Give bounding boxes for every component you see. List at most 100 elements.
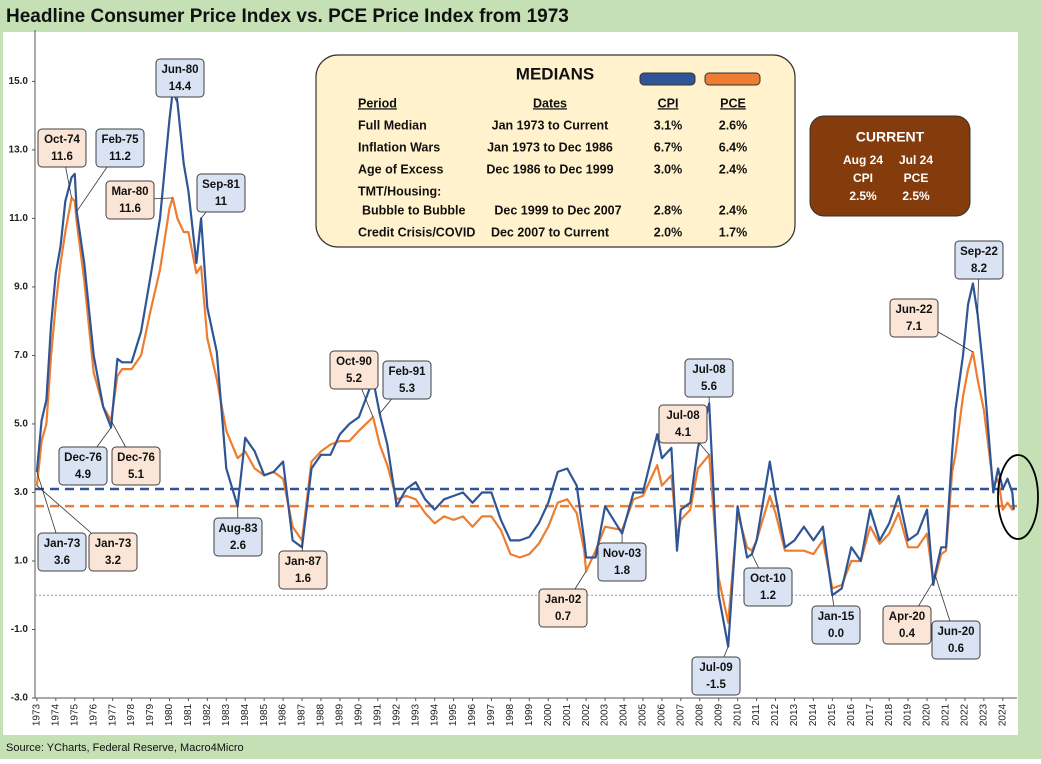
x-tick-label: 1979 bbox=[145, 703, 156, 726]
x-tick-label: 1973 bbox=[32, 703, 43, 726]
x-tick-label: 1992 bbox=[391, 703, 402, 726]
y-tick-label: 1.0 bbox=[14, 556, 28, 567]
x-tick-label: 2013 bbox=[789, 703, 800, 726]
x-tick-label: 1995 bbox=[448, 703, 459, 726]
x-tick-label: 1985 bbox=[259, 703, 270, 726]
current-period: Aug 24 bbox=[843, 153, 883, 167]
medians-title: MEDIANS bbox=[516, 64, 594, 83]
current-value: 2.5% bbox=[849, 189, 877, 203]
annotation-value: 4.9 bbox=[75, 469, 91, 481]
current-name: CPI bbox=[853, 171, 873, 185]
medians-cell: 1.7% bbox=[719, 225, 748, 239]
x-tick-label: 1998 bbox=[505, 703, 516, 726]
annotation-value: 2.6 bbox=[230, 540, 246, 552]
chart-title: Headline Consumer Price Index vs. PCE Pr… bbox=[6, 6, 569, 27]
annotation-value: 3.2 bbox=[105, 555, 121, 567]
annotation-date: Oct-90 bbox=[336, 356, 372, 368]
medians-cell: 2.8% bbox=[654, 203, 683, 217]
x-tick-label: 2009 bbox=[713, 703, 724, 726]
y-tick-label: 5.0 bbox=[14, 419, 28, 430]
medians-header: CPI bbox=[658, 96, 679, 110]
y-tick-label: 15.0 bbox=[9, 76, 29, 87]
x-tick-label: 1987 bbox=[297, 703, 308, 726]
x-tick-label: 2008 bbox=[694, 703, 705, 726]
annotation-date: Oct-74 bbox=[44, 134, 80, 146]
x-tick-label: 2017 bbox=[865, 703, 876, 726]
annotation-value: 0.4 bbox=[899, 628, 916, 640]
annotation-date: Feb-75 bbox=[101, 134, 139, 146]
y-tick-label: 9.0 bbox=[14, 282, 28, 293]
medians-header: Period bbox=[358, 96, 397, 110]
source: Source: YCharts, Federal Reserve, Macro4… bbox=[6, 742, 244, 754]
x-tick-label: 1988 bbox=[316, 703, 327, 726]
x-tick-label: 1976 bbox=[88, 703, 99, 726]
x-tick-label: 1980 bbox=[164, 703, 175, 726]
annotation-date: Sep-81 bbox=[202, 179, 240, 191]
annotation-date: Nov-03 bbox=[603, 548, 641, 560]
annotation-value: 5.3 bbox=[399, 383, 415, 395]
annotation-date: Sep-22 bbox=[960, 246, 998, 258]
x-tick-label: 2011 bbox=[751, 704, 762, 726]
x-tick-label: 1999 bbox=[524, 703, 535, 726]
x-tick-label: 1977 bbox=[107, 703, 118, 726]
x-tick-label: 1974 bbox=[50, 703, 61, 726]
x-tick-label: 2002 bbox=[581, 703, 592, 726]
annotation-value: 4.1 bbox=[675, 427, 692, 439]
annotation-value: 14.4 bbox=[169, 81, 192, 93]
x-tick-label: 2018 bbox=[884, 703, 895, 726]
x-tick-label: 2022 bbox=[960, 703, 971, 726]
x-tick-label: 2021 bbox=[941, 703, 952, 726]
annotation-date: Jan-15 bbox=[818, 611, 855, 623]
medians-cell: 3.0% bbox=[654, 162, 683, 176]
medians-cell: 6.4% bbox=[719, 140, 748, 154]
medians-cell: 2.4% bbox=[719, 203, 748, 217]
y-tick-label: 3.0 bbox=[14, 487, 28, 498]
medians-cell: Age of Excess bbox=[358, 162, 444, 176]
x-tick-label: 1990 bbox=[354, 703, 365, 726]
annotation-value: 11.2 bbox=[109, 151, 131, 163]
legend-swatch bbox=[640, 73, 695, 85]
medians-cell: TMT/Housing: bbox=[358, 184, 441, 198]
x-tick-label: 2020 bbox=[922, 703, 933, 726]
medians-cell: 3.1% bbox=[654, 118, 683, 132]
annotation-date: Jan-73 bbox=[95, 538, 131, 550]
annotation-date: Jun-20 bbox=[937, 626, 974, 638]
x-tick-label: 2007 bbox=[675, 703, 686, 726]
medians-cell: 2.0% bbox=[654, 225, 683, 239]
legend-swatch bbox=[705, 73, 760, 85]
medians-cell: Full Median bbox=[358, 118, 427, 132]
y-tick-label: -1.0 bbox=[11, 624, 29, 635]
x-tick-label: 2016 bbox=[846, 703, 857, 726]
annotation-value: 1.6 bbox=[295, 573, 311, 585]
annotation-value: 5.1 bbox=[128, 469, 145, 481]
medians-cell: Dec 2007 to Current bbox=[491, 225, 610, 239]
x-tick-label: 2000 bbox=[543, 703, 554, 726]
annotation-value: 5.6 bbox=[701, 381, 717, 393]
annotation-date: Jan-02 bbox=[545, 594, 581, 606]
x-tick-label: 1982 bbox=[202, 703, 213, 726]
x-tick-label: 2019 bbox=[903, 703, 914, 726]
annotation-date: Jan-87 bbox=[285, 556, 321, 568]
annotation-date: Jul-08 bbox=[692, 364, 726, 376]
annotation-value: -1.5 bbox=[706, 679, 726, 691]
annotation-value: 1.8 bbox=[614, 565, 631, 577]
x-tick-label: 2006 bbox=[657, 703, 668, 726]
annotation-date: Mar-80 bbox=[111, 186, 148, 198]
current-period: Jul 24 bbox=[899, 153, 933, 167]
annotation-date: Jun-80 bbox=[161, 64, 198, 76]
x-tick-label: 1993 bbox=[410, 703, 421, 726]
x-tick-label: 1984 bbox=[240, 703, 251, 726]
annotation-date: Feb-91 bbox=[388, 366, 426, 378]
x-tick-label: 2003 bbox=[600, 703, 611, 726]
x-tick-label: 2014 bbox=[808, 703, 819, 726]
medians-cell: Dec 1986 to Dec 1999 bbox=[486, 162, 613, 176]
x-tick-label: 2001 bbox=[562, 703, 573, 726]
y-tick-label: -3.0 bbox=[11, 693, 29, 704]
annotation-date: Oct-10 bbox=[750, 573, 786, 585]
x-tick-label: 1991 bbox=[372, 703, 383, 726]
x-tick-label: 1989 bbox=[335, 703, 346, 726]
medians-cell: Bubble to Bubble bbox=[362, 203, 466, 217]
x-tick-label: 1997 bbox=[486, 703, 497, 726]
x-tick-label: 2005 bbox=[638, 703, 649, 726]
